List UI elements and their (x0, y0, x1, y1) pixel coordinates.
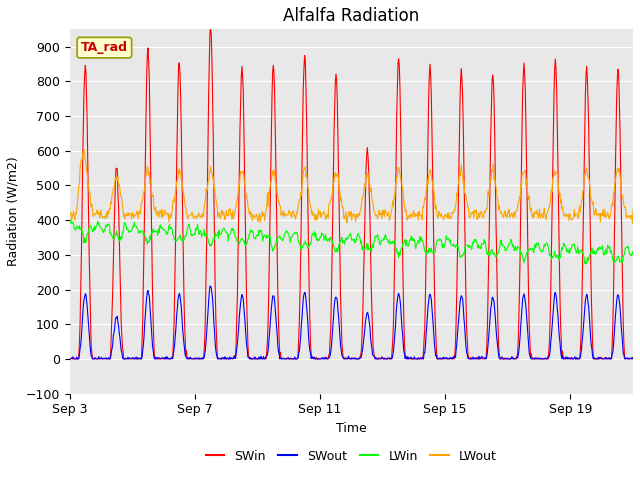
LWout (386, 217, 394, 223)
LWin (271, 242, 279, 248)
SWout (629, 355, 637, 360)
LWout (66, 212, 74, 218)
LWin (199, 232, 207, 238)
SWin (629, 355, 637, 360)
LWin (86, 223, 94, 228)
SWout (86, 339, 93, 345)
SWout (198, 355, 206, 360)
LWout (199, 210, 207, 216)
LWin (66, 222, 74, 228)
Line: SWin: SWin (70, 28, 633, 359)
LWin (386, 237, 394, 243)
LWin (629, 251, 637, 256)
SWin (387, 355, 394, 361)
X-axis label: Time: Time (336, 422, 367, 435)
SWin (199, 356, 207, 362)
Legend: SWin, SWout, LWin, LWout: SWin, SWout, LWin, LWout (201, 444, 502, 468)
Y-axis label: Radiation (W/m2): Radiation (W/m2) (7, 156, 20, 266)
LWout (271, 179, 279, 184)
Line: LWout: LWout (70, 150, 633, 223)
Line: LWin: LWin (70, 221, 633, 264)
Text: TA_rad: TA_rad (81, 41, 128, 54)
SWout (271, 307, 279, 312)
SWout (386, 356, 394, 362)
SWin (522, 124, 530, 130)
SWout (301, 290, 309, 296)
SWin (67, 356, 74, 362)
SWout (206, 283, 214, 289)
SWin (272, 165, 280, 170)
Title: Alfalfa Radiation: Alfalfa Radiation (284, 7, 419, 25)
LWout (80, 147, 88, 153)
SWout (522, 300, 529, 305)
SWin (66, 356, 74, 361)
SWout (66, 356, 74, 362)
LWout (522, 168, 529, 173)
LWout (86, 196, 94, 202)
LWin (522, 254, 529, 260)
LWout (628, 220, 636, 226)
LWin (301, 238, 309, 244)
LWout (301, 164, 309, 170)
SWin (302, 84, 310, 90)
LWin (67, 218, 74, 224)
SWin (207, 25, 214, 31)
SWin (86, 319, 94, 325)
LWin (582, 261, 590, 267)
LWout (629, 206, 637, 212)
Line: SWout: SWout (70, 286, 633, 359)
